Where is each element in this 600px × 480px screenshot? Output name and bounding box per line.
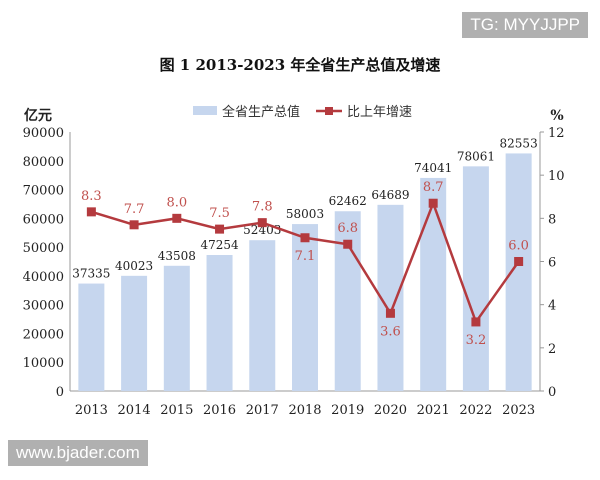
bar <box>121 275 148 391</box>
right-tick-label: 2 <box>548 342 556 357</box>
bar-value-label: 64689 <box>371 188 409 202</box>
x-tick-label: 2021 <box>417 403 450 418</box>
x-tick-label: 2016 <box>203 403 236 418</box>
bar <box>292 224 318 391</box>
growth-value-label: 8.3 <box>81 189 102 204</box>
left-tick-label: 90000 <box>23 126 64 141</box>
left-tick-label: 80000 <box>23 155 64 170</box>
growth-value-label: 7.5 <box>209 206 230 221</box>
right-axis-label: % <box>550 108 563 124</box>
x-tick-label: 2014 <box>118 403 151 418</box>
growth-marker <box>300 233 310 243</box>
x-tick-label: 2023 <box>502 403 535 418</box>
right-tick-label: 12 <box>548 126 565 141</box>
growth-value-label: 8.7 <box>423 180 444 195</box>
chart-title: 图 1 2013-2023 年全省生产总值及增速 <box>160 56 441 74</box>
watermark-bottom: www.bjader.com <box>8 440 148 466</box>
growth-marker <box>257 218 267 228</box>
growth-value-label: 7.1 <box>295 249 316 264</box>
left-axis-label: 亿元 <box>24 107 52 124</box>
bar-value-label: 40023 <box>115 259 153 273</box>
growth-marker <box>86 207 96 217</box>
growth-value-label: 8.0 <box>166 195 187 210</box>
growth-marker <box>514 257 524 266</box>
growth-value-label: 6.0 <box>508 239 529 254</box>
left-tick-label: 20000 <box>23 327 64 342</box>
left-tick-label: 0 <box>56 385 64 400</box>
bar <box>78 283 105 391</box>
bar-value-label: 82553 <box>500 136 538 150</box>
left-tick-label: 40000 <box>23 270 64 285</box>
right-tick-label: 0 <box>548 385 556 400</box>
legend-bar-label: 全省生产总值 <box>222 104 300 120</box>
growth-value-label: 3.2 <box>466 333 487 348</box>
bar <box>420 177 447 391</box>
bar <box>249 240 276 391</box>
bar-value-label: 74041 <box>414 161 452 175</box>
legend-bar-swatch <box>193 106 217 115</box>
growth-marker <box>343 239 353 249</box>
right-tick-label: 10 <box>548 169 565 184</box>
x-tick-label: 2019 <box>331 403 364 418</box>
x-tick-label: 2022 <box>459 403 492 418</box>
growth-marker <box>215 224 225 234</box>
bar-value-label: 62462 <box>329 194 367 208</box>
bar-value-label: 78061 <box>457 149 495 163</box>
x-tick-label: 2018 <box>288 403 321 418</box>
bar-value-label: 43508 <box>158 249 196 263</box>
bar <box>163 265 190 391</box>
growth-marker <box>471 317 481 327</box>
right-tick-label: 4 <box>548 299 556 314</box>
growth-marker <box>129 220 139 230</box>
bar-value-label: 47254 <box>200 238 239 252</box>
right-tick-label: 8 <box>548 212 556 227</box>
legend-line-marker <box>325 107 333 115</box>
left-tick-label: 10000 <box>23 356 64 371</box>
growth-value-label: 7.8 <box>252 200 273 215</box>
bar <box>334 211 361 391</box>
bar-value-label: 58003 <box>286 207 324 221</box>
watermark-top: TG: MYYJJPP <box>462 12 588 38</box>
left-tick-label: 60000 <box>23 212 64 227</box>
growth-value-label: 6.8 <box>337 221 358 236</box>
growth-marker <box>428 198 438 208</box>
left-tick-label: 30000 <box>23 299 64 314</box>
right-tick-label: 6 <box>548 256 556 271</box>
bar <box>462 166 489 391</box>
x-tick-label: 2017 <box>246 403 279 418</box>
left-tick-label: 70000 <box>23 184 64 199</box>
growth-marker <box>385 308 395 318</box>
left-tick-label: 50000 <box>23 241 64 256</box>
x-tick-label: 2013 <box>75 403 108 418</box>
x-tick-label: 2020 <box>374 403 407 418</box>
bar-value-label: 37335 <box>72 267 110 281</box>
x-tick-label: 2015 <box>160 403 193 418</box>
bar <box>206 255 233 391</box>
legend-line-label: 比上年增速 <box>347 105 412 120</box>
growth-value-label: 7.7 <box>124 202 145 217</box>
growth-marker <box>172 213 182 223</box>
growth-value-label: 3.6 <box>380 324 401 339</box>
